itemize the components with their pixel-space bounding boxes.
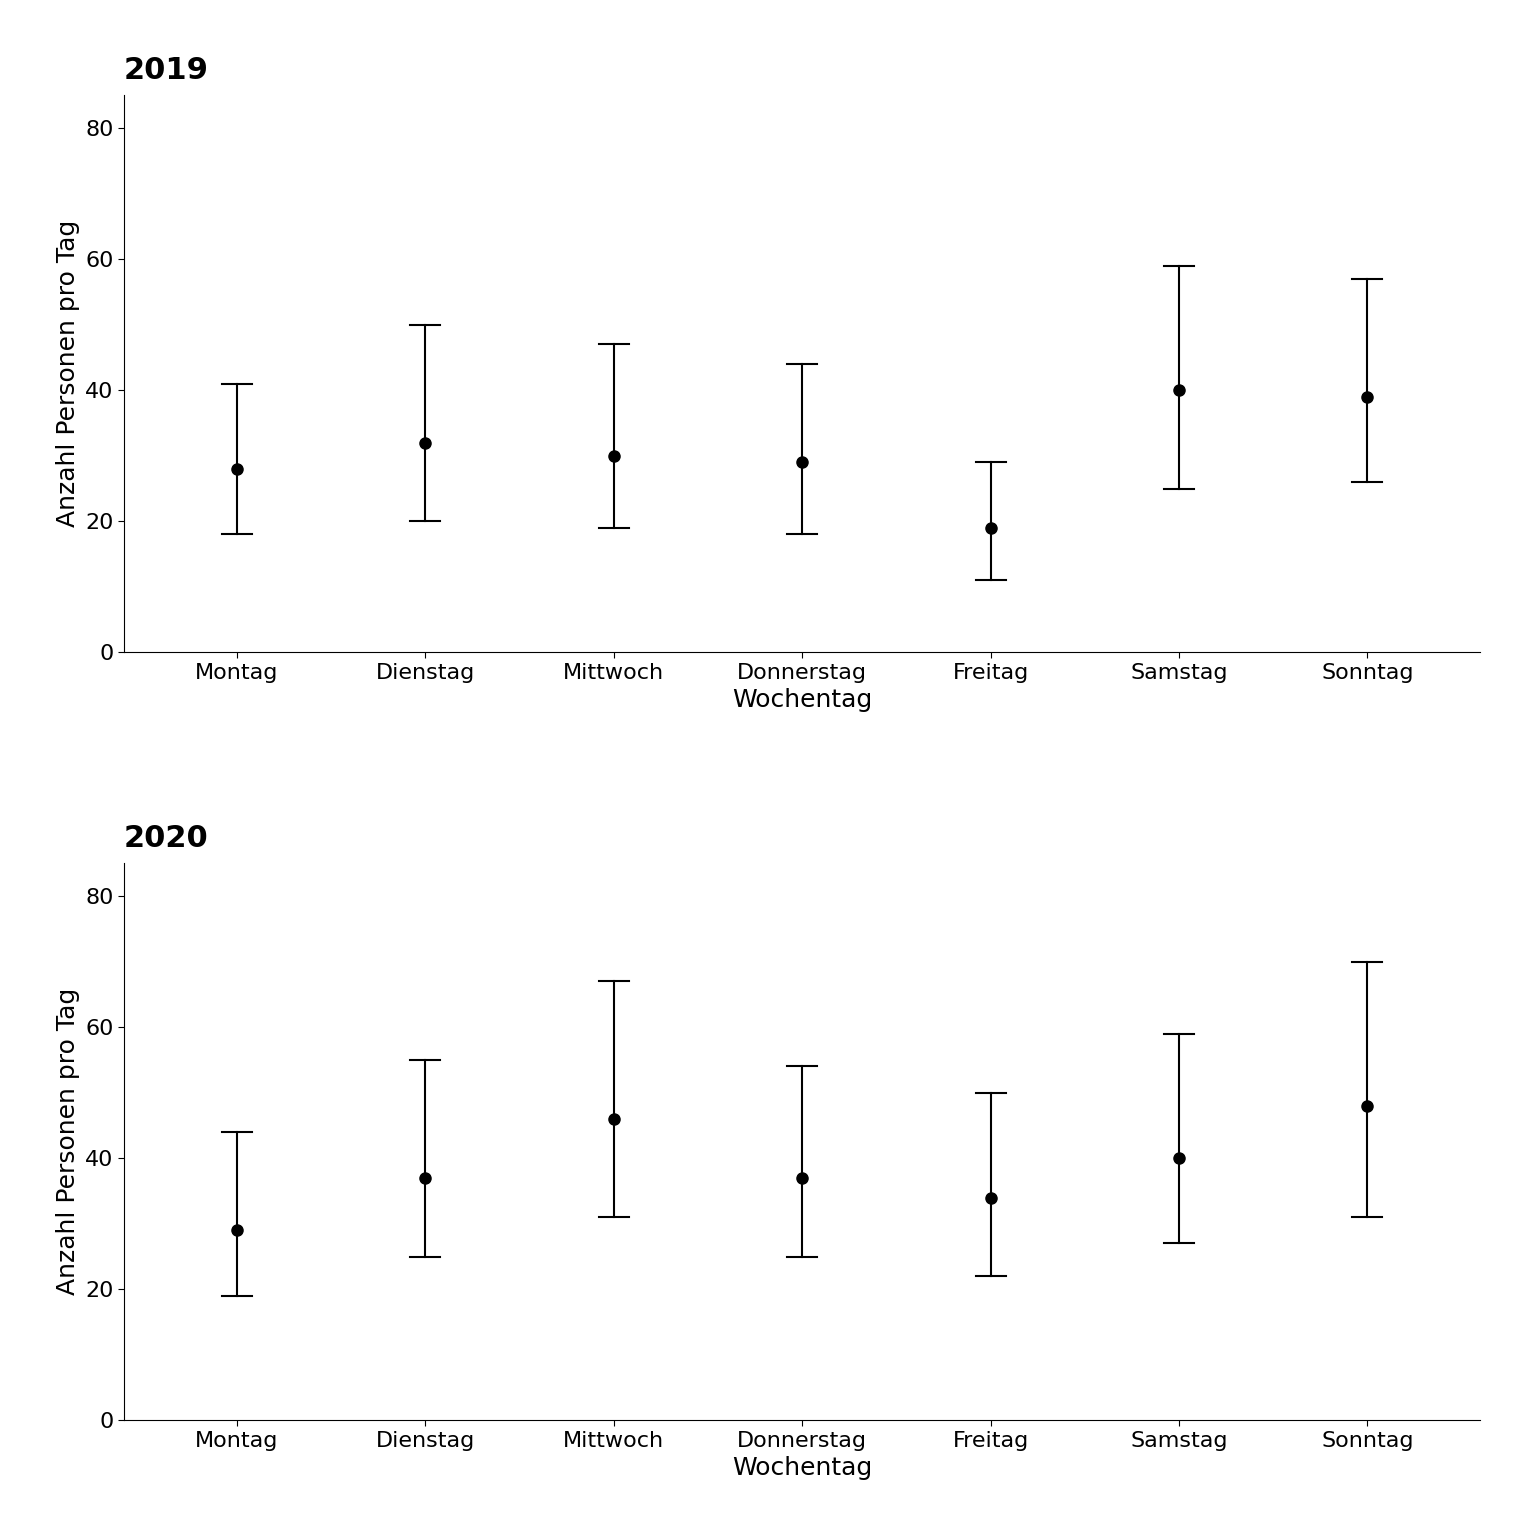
Y-axis label: Anzahl Personen pro Tag: Anzahl Personen pro Tag bbox=[55, 220, 80, 527]
Text: 2020: 2020 bbox=[124, 823, 209, 852]
X-axis label: Wochentag: Wochentag bbox=[733, 1456, 872, 1481]
Y-axis label: Anzahl Personen pro Tag: Anzahl Personen pro Tag bbox=[55, 988, 80, 1295]
Text: 2019: 2019 bbox=[124, 55, 209, 84]
X-axis label: Wochentag: Wochentag bbox=[733, 688, 872, 713]
